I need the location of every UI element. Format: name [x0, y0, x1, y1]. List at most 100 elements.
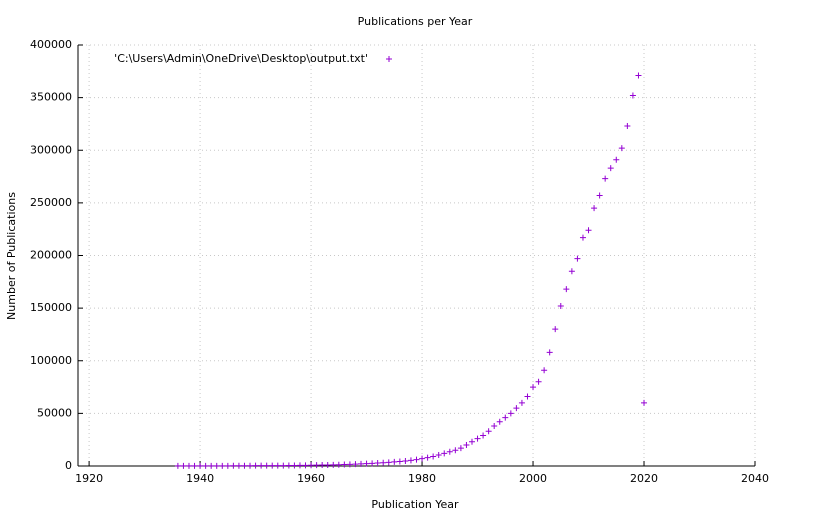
point: [313, 462, 320, 469]
y-tick-label: 350000: [30, 91, 72, 104]
point: [197, 462, 204, 469]
point: [319, 462, 326, 469]
point: [302, 462, 309, 469]
x-axis-label: Publication Year: [371, 498, 459, 511]
point: [635, 72, 642, 79]
point: [568, 268, 575, 275]
point: [219, 462, 226, 469]
point: [563, 286, 570, 293]
x-tick-label: 2040: [741, 472, 769, 485]
point: [341, 461, 348, 468]
x-tick-label: 2000: [519, 472, 547, 485]
y-tick-label: 200000: [30, 249, 72, 262]
point: [579, 234, 586, 241]
point: [385, 459, 392, 466]
legend-marker: [386, 56, 392, 62]
point: [296, 462, 303, 469]
point: [291, 462, 298, 469]
point: [213, 462, 220, 469]
point: [274, 462, 281, 469]
point: [369, 460, 376, 467]
point: [374, 460, 381, 467]
point: [430, 453, 437, 460]
y-tick-label: 400000: [30, 38, 72, 51]
point: [624, 123, 631, 130]
point: [541, 367, 548, 374]
point: [419, 455, 426, 462]
x-tick-label: 1940: [186, 472, 214, 485]
legend-label: 'C:\Users\Admin\OneDrive\Desktop\output.…: [114, 52, 368, 65]
x-tick-label: 1920: [75, 472, 103, 485]
point: [330, 461, 337, 468]
point: [224, 462, 231, 469]
point: [258, 462, 265, 469]
point: [446, 448, 453, 455]
point: [208, 462, 215, 469]
point: [557, 303, 564, 310]
point: [407, 457, 414, 464]
point: [308, 462, 315, 469]
point: [202, 462, 209, 469]
point: [435, 451, 442, 458]
point: [352, 461, 359, 468]
point: [535, 378, 542, 385]
point: [485, 428, 492, 435]
y-tick-label: 250000: [30, 196, 72, 209]
point: [285, 462, 292, 469]
point: [613, 156, 620, 163]
point: [424, 454, 431, 461]
y-tick-label: 100000: [30, 354, 72, 367]
point: [252, 462, 259, 469]
point: [524, 393, 531, 400]
point: [452, 447, 459, 454]
point: [463, 441, 470, 448]
chart-title: Publications per Year: [358, 15, 473, 28]
point: [591, 205, 598, 212]
point: [574, 255, 581, 262]
point: [358, 460, 365, 467]
point: [247, 462, 254, 469]
point: [457, 445, 464, 452]
point: [191, 462, 198, 469]
point: [480, 432, 487, 439]
point: [174, 462, 181, 469]
x-tick-label: 1960: [297, 472, 325, 485]
point: [180, 462, 187, 469]
point: [235, 462, 242, 469]
point: [324, 461, 331, 468]
point: [618, 145, 625, 152]
y-tick-label: 0: [65, 459, 72, 472]
point: [602, 175, 609, 182]
y-tick-label: 50000: [37, 406, 72, 419]
point: [518, 399, 525, 406]
point: [607, 165, 614, 172]
y-tick-label: 150000: [30, 301, 72, 314]
point: [441, 450, 448, 457]
point: [241, 462, 248, 469]
point: [491, 423, 498, 430]
point: [363, 460, 370, 467]
point: [596, 192, 603, 199]
point: [546, 349, 553, 356]
point: [585, 227, 592, 234]
x-tick-label: 1980: [408, 472, 436, 485]
point: [468, 438, 475, 445]
y-axis-label: Number of Publications: [5, 192, 18, 320]
point: [502, 414, 509, 421]
point: [280, 462, 287, 469]
point: [641, 399, 648, 406]
x-tick-label: 2020: [630, 472, 658, 485]
point: [496, 418, 503, 425]
point: [474, 435, 481, 442]
point: [513, 405, 520, 412]
point: [413, 456, 420, 463]
point: [391, 458, 398, 465]
point: [629, 92, 636, 99]
point: [402, 457, 409, 464]
point: [185, 462, 192, 469]
point: [552, 326, 559, 333]
point: [507, 410, 514, 417]
point: [263, 462, 270, 469]
point: [335, 461, 342, 468]
